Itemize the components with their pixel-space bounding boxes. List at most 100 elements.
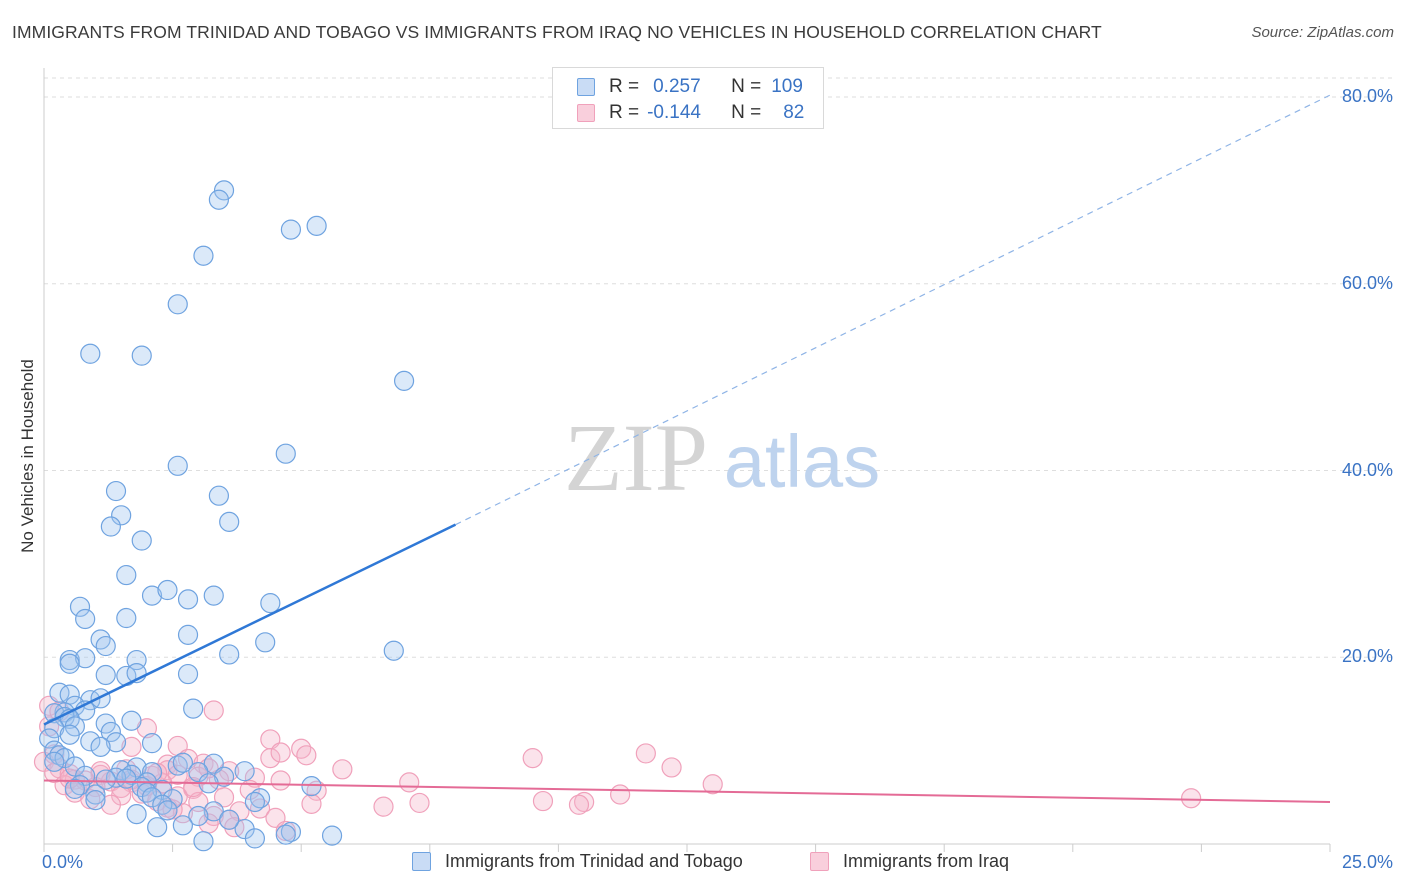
point-iraq [244,767,266,788]
point-iraq [301,793,322,814]
point-trinidad [141,585,163,606]
point-trinidad [126,804,147,825]
point-iraq [532,790,554,812]
point-trinidad [177,624,199,645]
point-trinidad [59,653,80,674]
point-iraq [1181,788,1202,809]
point-trinidad [80,731,101,752]
legend-n-value: 109 [771,76,803,97]
point-trinidad [219,511,240,532]
point-iraq [270,770,291,791]
point-iraq [702,774,723,795]
x-tick-label: 25.0% [1341,852,1393,872]
point-trinidad [162,789,183,810]
legend-r-value: -0.144 [647,102,701,123]
point-trinidad [59,724,80,745]
point-trinidad [116,607,137,629]
point-iraq [409,792,430,814]
trend-line-trinidad [43,523,457,726]
point-trinidad [208,189,229,210]
legend-swatch-trinidad [577,78,595,96]
point-iraq [610,784,631,805]
gridlines [44,77,1392,658]
legend-label-trinidad: Immigrants from Trinidad and Tobago [445,851,743,871]
point-trinidad [39,728,60,749]
point-trinidad [203,801,224,822]
point-trinidad [64,778,85,800]
point-trinidad [213,180,235,201]
point-trinidad [105,480,127,502]
point-iraq [296,745,317,766]
stats-legend: R = 0.257 N = 109 R = -0.144 N = 82 [552,67,824,129]
point-trinidad [219,809,240,830]
point-trinidad [131,530,152,551]
legend-item-iraq[interactable]: Immigrants from Iraq [810,851,1009,872]
point-iraq [568,794,590,815]
watermark-zip: ZIP [564,404,708,511]
point-trinidad [306,215,327,236]
point-trinidad [75,608,96,630]
point-iraq [332,759,353,780]
point-trinidad [183,698,204,719]
point-trinidad [244,828,266,849]
point-iraq [260,747,281,769]
point-iraq [188,766,209,787]
point-iraq [100,794,121,815]
point-trinidad [116,768,137,789]
point-iraq [121,736,142,757]
point-trinidad [85,790,106,811]
point-trinidad [193,245,214,266]
point-trinidad [275,443,296,464]
chart-title: IMMIGRANTS FROM TRINIDAD AND TOBAGO VS I… [12,22,1102,42]
y-axis-label: No Vehicles in Household [18,359,37,553]
point-trinidad [116,564,137,586]
legend-r-label: R = [609,102,640,123]
point-trinidad [54,747,75,769]
watermark-atlas: atlas [724,420,880,503]
point-trinidad [105,732,127,753]
point-trinidad [141,733,163,754]
point-trinidad [172,815,193,836]
point-trinidad [157,800,178,821]
point-trinidad [80,343,101,364]
legend-r-value: 0.257 [653,76,701,97]
watermark: ZIP atlas [564,404,880,511]
data-points [33,180,1202,852]
legend-item-trinidad[interactable]: Immigrants from Trinidad and Tobago [412,851,743,872]
point-trinidad [255,632,276,653]
point-trinidad [95,635,116,657]
point-trinidad [147,817,168,838]
point-iraq [33,751,55,772]
point-trinidad [121,710,142,731]
point-iraq [239,779,260,800]
legend-row-iraq: R = -0.144 N = 82 [577,101,804,125]
point-trinidad [393,370,415,391]
point-iraq [399,772,420,793]
point-trinidad [85,784,106,805]
point-iraq [59,768,80,789]
source-label: Source: ZipAtlas.com [1251,24,1394,41]
point-trinidad [260,592,281,614]
point-trinidad [131,345,152,366]
point-trinidad [177,663,199,685]
legend-row-trinidad: R = 0.257 N = 109 [577,75,803,99]
trend-line-trinidad-extension [455,94,1331,526]
y-tick-label: 20.0% [1341,646,1393,667]
point-trinidad [167,455,188,476]
point-trinidad [44,751,65,772]
point-trinidad [275,824,296,845]
point-trinidad [301,776,322,797]
point-trinidad [157,579,178,601]
point-trinidad [141,787,163,808]
y-tick-label: 60.0% [1341,272,1393,293]
point-iraq [188,791,209,813]
point-trinidad [49,682,70,703]
series-legend: Immigrants from Trinidad and Tobago Immi… [0,851,1406,877]
axes [43,68,1331,852]
legend-r-label: R = [609,76,640,97]
legend-swatch-iraq [810,852,829,871]
point-trinidad [177,589,199,610]
point-trinidad [234,761,255,782]
point-iraq [203,700,224,721]
